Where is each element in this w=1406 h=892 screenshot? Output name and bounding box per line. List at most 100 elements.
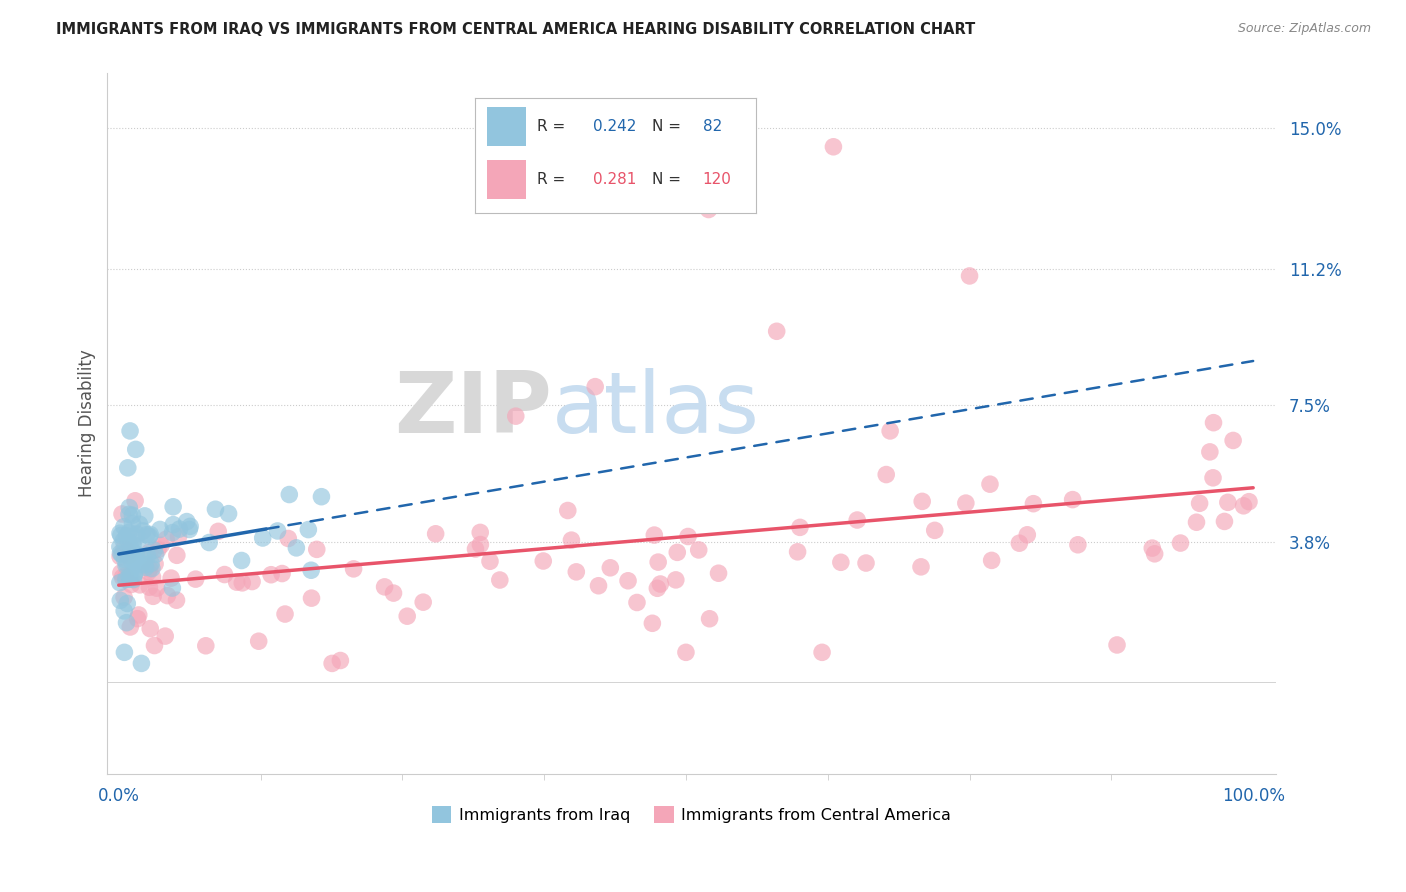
Point [114,552,136,566]
Point [505,409,527,424]
Point [1067,538,1090,552]
Point [110,593,132,607]
Point [128,607,150,622]
Point [120,569,142,583]
Y-axis label: Hearing Disability: Hearing Disability [79,350,96,498]
Point [765,324,787,338]
Point [124,493,146,508]
Point [240,574,263,589]
Point [1017,528,1039,542]
Point [162,525,184,540]
Point [955,496,977,510]
Point [162,581,184,595]
Point [301,591,323,606]
Point [879,424,901,438]
Point [425,526,447,541]
Point [979,477,1001,491]
Point [138,562,160,576]
Point [139,527,162,541]
Point [112,533,135,548]
Point [121,516,143,531]
Point [127,539,149,553]
Point [676,529,699,543]
Point [125,527,148,541]
Point [924,524,946,538]
Point [115,557,138,571]
Point [231,575,253,590]
Point [162,517,184,532]
Point [162,500,184,514]
Text: atlas: atlas [551,368,759,451]
Point [136,549,159,563]
Point [1105,638,1128,652]
Point [305,542,328,557]
Point [127,612,149,626]
Point [470,537,492,551]
Point [110,528,132,542]
Point [1202,416,1225,430]
Point [112,519,135,533]
Point [117,549,139,563]
Point [321,657,343,671]
Point [811,645,834,659]
Point [626,595,648,609]
Point [675,645,697,659]
Point [122,553,145,567]
Point [252,531,274,545]
Point [122,573,145,587]
Point [1188,496,1211,510]
Point [145,581,167,595]
Point [198,535,221,549]
Point [139,557,162,571]
Point [118,508,141,522]
Point [1008,536,1031,550]
Point [128,553,150,567]
Point [143,557,166,571]
Text: Source: ZipAtlas.com: Source: ZipAtlas.com [1237,22,1371,36]
Point [155,533,177,547]
Point [1185,515,1208,529]
Point [396,609,419,624]
Point [124,531,146,545]
Point [111,507,134,521]
Point [688,543,710,558]
Point [156,589,179,603]
Point [588,579,610,593]
Point [120,424,142,438]
Point [488,573,510,587]
Point [138,545,160,559]
Point [786,545,808,559]
Point [124,567,146,582]
Point [125,547,148,561]
Point [855,556,877,570]
Point [1237,494,1260,508]
Point [910,559,932,574]
Point [120,620,142,634]
Point [1142,541,1164,555]
Point [479,554,502,568]
Point [707,566,730,581]
Point [110,546,132,560]
Point [141,561,163,575]
Point [128,517,150,532]
Point [278,487,301,501]
Point [120,549,142,563]
Point [531,554,554,568]
Point [146,542,169,557]
Point [115,615,138,630]
Point [959,268,981,283]
Point [115,558,138,573]
Point [641,616,664,631]
Point [167,530,190,544]
Point [665,573,688,587]
Point [139,622,162,636]
Point [111,548,134,562]
Point [194,639,217,653]
Point [464,542,486,557]
Point [583,379,606,393]
Point [169,522,191,536]
Point [247,634,270,648]
Point [218,507,240,521]
Point [329,653,352,667]
Point [150,538,173,552]
